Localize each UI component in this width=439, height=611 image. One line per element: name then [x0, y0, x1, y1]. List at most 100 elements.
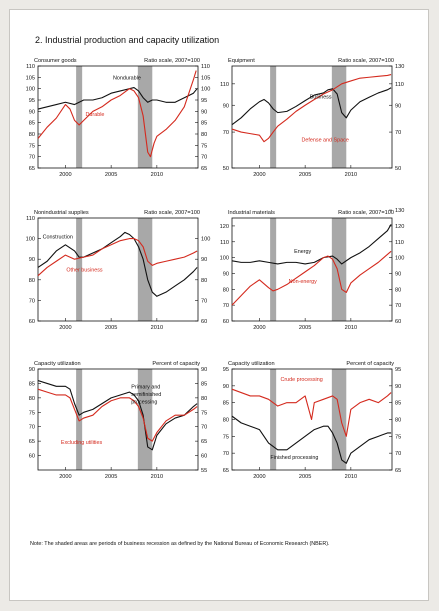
right-tick-label: 80 [201, 278, 207, 284]
left-tick-label: 75 [29, 143, 35, 149]
chart-panel: Nonindustrial supplies Ratio scale, 2007=… [26, 210, 211, 331]
left-tick-label: 100 [220, 256, 229, 262]
left-tick-label: 60 [29, 454, 35, 460]
series-line [231, 87, 392, 126]
right-tick-label: 100 [201, 87, 210, 93]
plot-frame [231, 217, 393, 322]
left-tick-label: 70 [223, 130, 229, 136]
right-tick-label: 85 [201, 121, 207, 127]
right-tick-label: 75 [201, 143, 207, 149]
left-tick-label: 85 [223, 401, 229, 407]
right-tick-label: 80 [201, 396, 207, 402]
right-tick-label: 65 [201, 439, 207, 445]
right-tick-label: 120 [395, 224, 404, 230]
x-tick-label: 2010 [345, 474, 357, 480]
x-tick-label: 2010 [151, 474, 163, 480]
right-tick-label: 100 [201, 237, 210, 243]
series-label: processing [131, 400, 157, 406]
x-tick-label: 2010 [151, 325, 163, 331]
x-tick-label: 2005 [105, 474, 117, 480]
left-tick-label: 90 [223, 103, 229, 109]
right-tick-label: 90 [395, 271, 401, 277]
right-tick-label: 130 [395, 208, 404, 214]
chart-panel: Equipment Ratio scale, 2007=100 50 70 90 110 5… [220, 58, 404, 178]
left-tick-label: 100 [26, 87, 35, 93]
right-tick-label: 95 [395, 367, 401, 373]
plot-frame [37, 368, 199, 471]
right-tick-label: 70 [201, 155, 207, 161]
panel-title: Equipment [228, 58, 255, 64]
series-label: Durable [86, 112, 105, 118]
x-tick-label: 2000 [253, 172, 265, 178]
units-label: Percent of capacity [346, 361, 394, 367]
right-tick-label: 90 [395, 103, 401, 109]
recession-band [331, 369, 347, 470]
left-tick-label: 85 [29, 121, 35, 127]
series-label: Finished processing [270, 455, 318, 461]
right-tick-label: 90 [201, 257, 207, 263]
left-tick-label: 80 [29, 396, 35, 402]
series-label: Business [310, 94, 332, 100]
right-tick-label: 75 [201, 410, 207, 416]
series-line [231, 388, 392, 437]
left-tick-label: 60 [29, 319, 35, 325]
chart-panel: Industrial materials Ratio scale, 2007=10… [220, 208, 405, 331]
series-label: Non-energy [289, 279, 317, 285]
series-label: Construction [43, 235, 73, 241]
right-tick-label: 110 [395, 240, 404, 246]
units-label: Percent of capacity [152, 361, 200, 367]
left-tick-label: 110 [26, 64, 35, 70]
right-tick-label: 65 [201, 166, 207, 172]
series-line [37, 380, 198, 451]
right-tick-label: 60 [395, 319, 401, 325]
x-tick-label: 2010 [345, 172, 357, 178]
x-tick-label: 2010 [345, 325, 357, 331]
chart-panel: Capacity utilization Percent of capacity 6… [223, 361, 401, 480]
left-tick-label: 75 [29, 410, 35, 416]
series-label: Nondurable [113, 76, 141, 82]
units-label: Ratio scale, 2007=100 [144, 210, 200, 216]
units-label: Ratio scale, 2007=100 [338, 58, 394, 64]
x-tick-label: 2005 [299, 172, 311, 178]
left-tick-label: 95 [29, 98, 35, 104]
right-tick-label: 75 [395, 434, 401, 440]
right-tick-label: 105 [201, 75, 210, 81]
left-tick-label: 50 [223, 166, 229, 172]
left-tick-label: 70 [29, 155, 35, 161]
right-tick-label: 60 [201, 454, 207, 460]
panel-title: Nonindustrial supplies [34, 210, 89, 216]
x-tick-label: 2000 [253, 325, 265, 331]
x-tick-label: 2010 [151, 172, 163, 178]
series-label: Crude processing [280, 377, 322, 383]
series-line [231, 224, 392, 265]
left-tick-label: 85 [29, 381, 35, 387]
right-tick-label: 90 [201, 367, 207, 373]
recession-note: Note: The shaded areas are periods of bu… [30, 541, 330, 547]
panel-title: Capacity utilization [34, 361, 81, 367]
left-tick-label: 80 [223, 418, 229, 424]
units-label: Ratio scale, 2007=100 [338, 210, 394, 216]
left-tick-label: 80 [223, 287, 229, 293]
left-tick-label: 65 [29, 166, 35, 172]
x-tick-label: 2000 [59, 172, 71, 178]
right-tick-label: 70 [201, 298, 207, 304]
recession-band [76, 66, 83, 168]
x-tick-label: 2000 [59, 474, 71, 480]
left-tick-label: 70 [29, 425, 35, 431]
plot-frame [37, 217, 199, 322]
right-tick-label: 110 [201, 64, 210, 70]
series-label: Excluding utilities [61, 440, 103, 446]
right-tick-label: 90 [201, 109, 207, 115]
left-tick-label: 90 [29, 367, 35, 373]
series-line [37, 388, 198, 442]
right-tick-label: 80 [395, 418, 401, 424]
series-line [231, 250, 392, 306]
series-line [37, 70, 197, 158]
panel-title: Industrial materials [228, 210, 275, 216]
left-tick-label: 70 [223, 303, 229, 309]
right-tick-label: 60 [201, 319, 207, 325]
panel-title: Capacity utilization [228, 361, 275, 367]
recession-band [270, 369, 277, 470]
figure-title: 2. Industrial production and capacity ut… [35, 35, 220, 45]
